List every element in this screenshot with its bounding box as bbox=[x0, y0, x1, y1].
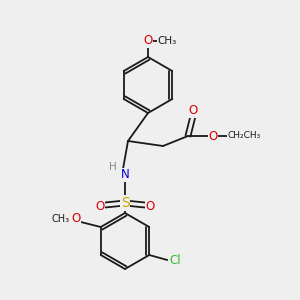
Text: S: S bbox=[121, 196, 129, 210]
Text: O: O bbox=[143, 34, 153, 47]
Text: CH₂CH₃: CH₂CH₃ bbox=[227, 131, 261, 140]
Text: CH₃: CH₃ bbox=[158, 36, 177, 46]
Text: N: N bbox=[121, 169, 129, 182]
Text: H: H bbox=[109, 162, 117, 172]
Text: CH₃: CH₃ bbox=[52, 214, 70, 224]
Text: O: O bbox=[146, 200, 154, 214]
Text: O: O bbox=[95, 200, 105, 214]
Text: O: O bbox=[208, 130, 217, 142]
Text: O: O bbox=[188, 104, 198, 118]
Text: O: O bbox=[71, 212, 80, 226]
Text: Cl: Cl bbox=[169, 254, 181, 266]
